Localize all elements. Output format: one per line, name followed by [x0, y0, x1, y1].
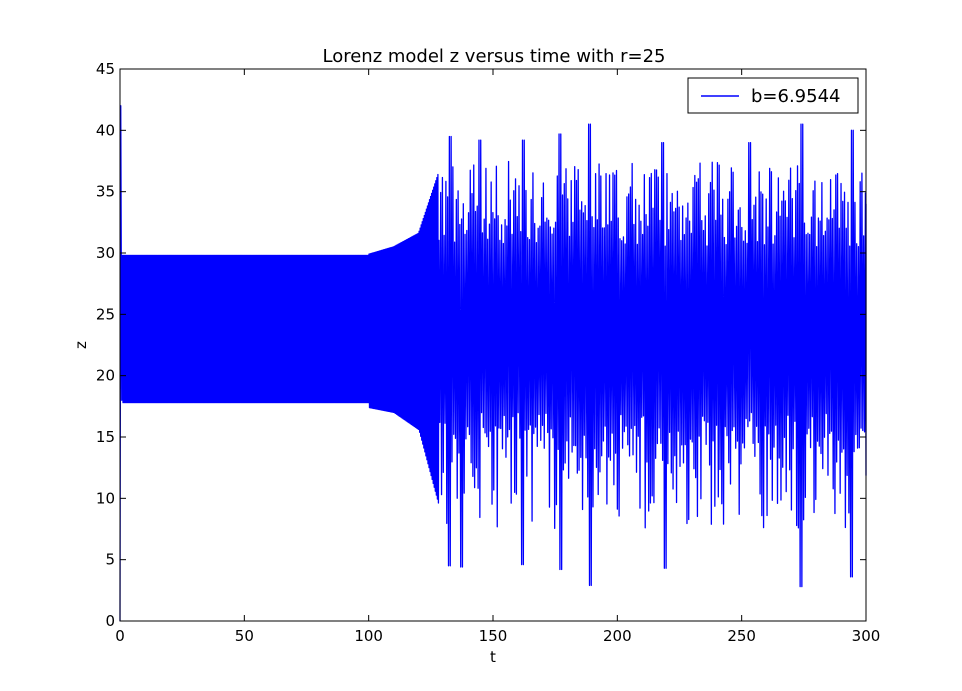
y-axis-label: z [72, 341, 90, 349]
chart-title: Lorenz model z versus time with r=25 [322, 46, 665, 67]
y-tick-label: 45 [96, 60, 115, 78]
series-line-group [119, 105, 867, 622]
y-tick-label: 30 [96, 244, 115, 262]
axis-ticks: 0 50 100 150 200 250 300 0 5 10 15 20 25 30 35 40 45 [96, 60, 880, 645]
x-tick-label: 300 [852, 627, 881, 645]
legend: b=6.9544 [687, 77, 859, 114]
y-tick-label: 5 [105, 551, 115, 569]
y-tick-label: 10 [96, 489, 115, 507]
x-tick-label: 100 [354, 627, 383, 645]
x-tick-label: 200 [603, 627, 632, 645]
x-tick-label: 150 [479, 627, 508, 645]
x-tick-label: 50 [235, 627, 254, 645]
x-tick-label: 250 [727, 627, 756, 645]
x-tick-label: 0 [115, 627, 125, 645]
x-axis-label: t [490, 648, 496, 666]
y-tick-label: 0 [105, 612, 115, 630]
y-tick-label: 15 [96, 428, 115, 446]
y-tick-label: 40 [96, 121, 115, 139]
series-line-b [119, 105, 867, 622]
y-tick-label: 20 [96, 367, 115, 385]
legend-label: b=6.9544 [751, 86, 841, 107]
y-tick-label: 35 [96, 183, 115, 201]
y-tick-label: 25 [96, 305, 115, 323]
